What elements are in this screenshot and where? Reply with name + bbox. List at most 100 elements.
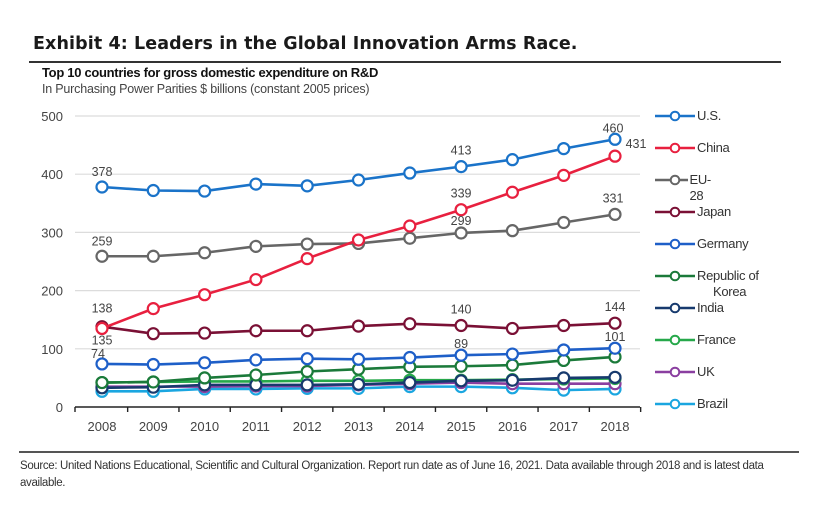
data-label-u-s: 413 [451, 144, 472, 158]
title-divider [29, 61, 781, 63]
legend-item-u-s: U.S. [654, 108, 721, 126]
data-label-eu-28: 259 [92, 234, 113, 248]
data-label-u-s: 378 [92, 165, 113, 179]
legend-marker [669, 174, 681, 186]
legend-item-eu-28: EU-28 [654, 172, 719, 203]
data-point-china [249, 272, 263, 287]
data-point-germany [198, 356, 212, 370]
legend-item-india: India [654, 300, 724, 318]
legend-label: France [697, 332, 736, 347]
data-point-eu-28 [403, 231, 417, 245]
legend-swatch-india [655, 302, 695, 314]
data-point-u-s [95, 180, 109, 194]
x-tick-label: 2015 [447, 419, 476, 434]
data-point-u-s [454, 160, 468, 174]
source-note: Source: United Nations Educational, Scie… [20, 460, 764, 489]
data-point-germany [557, 343, 571, 357]
data-point-republic-of-korea [198, 371, 212, 385]
y-tick-label: 300 [41, 225, 63, 240]
legend-swatch-u-s [655, 110, 695, 122]
data-point-germany [403, 350, 417, 365]
data-point-germany [300, 352, 314, 366]
legend-item-germany: Germany [654, 236, 749, 254]
data-point-u-s [198, 184, 212, 198]
legend-marker [669, 110, 681, 122]
data-point-eu-28 [557, 215, 571, 230]
data-point-u-s [300, 179, 314, 193]
legend-swatch-china [655, 142, 695, 154]
data-label-china: 339 [451, 187, 472, 201]
exhibit-title: Exhibit 4: Leaders in the Global Innovat… [33, 34, 578, 54]
legend-swatch-republic-of-korea [655, 270, 695, 282]
legend-swatch-france [655, 334, 695, 346]
data-label-china: 135 [92, 333, 113, 347]
data-point-eu-28 [146, 249, 160, 263]
data-point-india [557, 371, 571, 385]
data-point-japan [249, 324, 263, 338]
data-label-u-s: 460 [603, 121, 624, 135]
data-point-germany [351, 352, 366, 366]
series-china [95, 149, 622, 336]
x-tick-label: 2012 [293, 419, 322, 434]
legend-label: EU-28 [689, 172, 711, 203]
data-point-japan [557, 318, 571, 333]
legend-marker [669, 238, 681, 250]
data-point-eu-28 [198, 246, 212, 260]
data-label-japan: 144 [605, 300, 626, 314]
legend-marker [669, 302, 681, 314]
series-lines [95, 132, 622, 398]
y-tick-label: 100 [41, 342, 63, 357]
data-label-germany: 101 [605, 330, 626, 344]
legend-label: Japan [697, 204, 731, 219]
data-point-germany [146, 357, 160, 372]
chart-subtitle: In Purchasing Power Parities $ billions … [42, 82, 370, 96]
data-label-germany: 89 [454, 337, 468, 351]
data-point-china [505, 185, 520, 199]
x-tick-label: 2008 [88, 419, 117, 434]
data-point-eu-28 [454, 226, 468, 240]
data-point-japan [146, 327, 160, 341]
legend-label: India [697, 300, 724, 315]
legend-marker [669, 366, 681, 378]
data-point-china [146, 302, 160, 316]
legend-marker [669, 334, 681, 346]
y-tick-label: 500 [41, 109, 63, 124]
legend-label: China [697, 140, 730, 155]
data-label-eu-28: 331 [603, 191, 624, 205]
legend-label: UK [697, 364, 715, 379]
data-point-japan [505, 321, 520, 336]
y-tick-label: 0 [56, 400, 63, 415]
legend-item-france: France [654, 332, 736, 350]
data-point-u-s [351, 173, 366, 187]
data-point-china [300, 251, 314, 266]
data-point-germany [95, 357, 109, 371]
data-point-india [300, 378, 314, 392]
data-point-japan [608, 316, 622, 330]
data-point-eu-28 [608, 207, 622, 221]
data-point-republic-of-korea [146, 375, 160, 389]
data-point-u-s [608, 132, 622, 146]
data-point-china [454, 203, 468, 217]
data-point-u-s [249, 177, 263, 191]
x-tick-label: 2011 [242, 419, 270, 434]
x-tick-label: 2018 [601, 419, 630, 434]
data-label-japan: 138 [92, 302, 113, 316]
data-point-japan [403, 317, 417, 331]
data-point-india [351, 377, 366, 391]
data-point-china [351, 233, 366, 247]
legend-label: Republic of Korea [697, 268, 767, 300]
data-point-republic-of-korea [557, 353, 571, 368]
legend-marker [669, 206, 681, 218]
data-point-germany [454, 348, 468, 362]
x-tick-label: 2016 [498, 419, 527, 434]
source-divider [19, 451, 799, 453]
legend-marker [669, 270, 681, 282]
x-tick-label: 2013 [344, 419, 373, 434]
data-label-eu-28: 299 [451, 214, 472, 228]
legend-item-republic-of-korea: Republic of Korea [654, 268, 767, 299]
legend-label: Germany [697, 236, 749, 251]
data-point-u-s [146, 183, 160, 198]
x-tick-label: 2017 [549, 419, 578, 434]
data-point-republic-of-korea [505, 358, 520, 372]
